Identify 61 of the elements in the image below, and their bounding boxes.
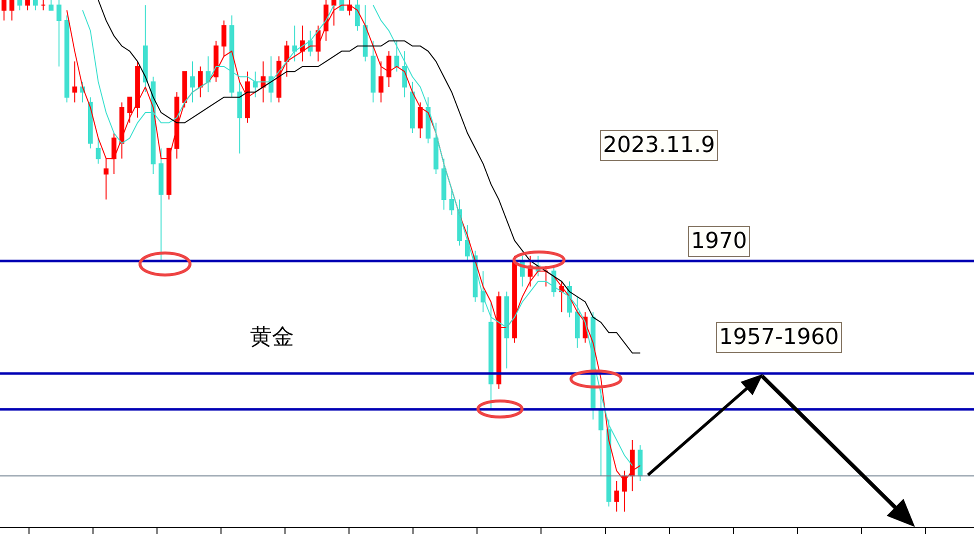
candlestick	[268, 56, 274, 103]
candlestick	[17, 0, 22, 11]
candlestick	[567, 280, 572, 318]
candlestick	[214, 40, 218, 82]
candlestick	[402, 50, 407, 98]
annotation: 2023.11.9	[603, 133, 715, 158]
candlestick	[488, 301, 494, 410]
candlestick	[292, 25, 298, 62]
candlestick	[284, 40, 290, 78]
candlestick	[127, 96, 132, 124]
candlestick	[370, 40, 376, 103]
candlestick	[158, 148, 164, 262]
candlestick	[574, 296, 580, 348]
candlestick	[222, 20, 226, 57]
candlestick	[88, 96, 93, 149]
candlestick	[559, 280, 564, 313]
candlestick	[96, 138, 101, 164]
candlestick	[441, 158, 446, 210]
text: 1957-1960	[719, 325, 839, 350]
candlestick	[362, 4, 368, 62]
candlestick	[206, 56, 211, 93]
candlestick	[245, 71, 250, 124]
candlestick	[64, 14, 70, 103]
candlestick	[9, 0, 14, 21]
candlestick	[426, 96, 431, 144]
candlestick	[464, 224, 470, 262]
candlestick	[638, 444, 643, 482]
candlestick	[252, 71, 258, 98]
annotation: 黄金	[250, 325, 294, 350]
candlestick	[449, 188, 454, 216]
candlestick	[418, 102, 423, 139]
candlestick	[142, 4, 148, 93]
candlestick	[276, 56, 282, 103]
candlestick	[33, 0, 38, 11]
candlestick	[72, 60, 78, 103]
candlestick	[135, 60, 140, 118]
candlestick	[40, 0, 46, 11]
candlestick	[25, 0, 30, 11]
candlestick	[457, 199, 462, 246]
candlestick	[260, 60, 266, 103]
candlestick	[56, 0, 62, 68]
candlestick	[386, 50, 392, 88]
text: 1970	[691, 229, 747, 254]
candlestick	[300, 25, 305, 62]
candlestick	[504, 291, 510, 369]
candlestick	[48, 0, 54, 11]
candlestick	[112, 132, 116, 174]
candlestick	[480, 270, 486, 313]
candlestick	[434, 122, 438, 174]
candlestick	[190, 60, 195, 103]
candlestick	[410, 81, 415, 134]
candlestick	[166, 148, 172, 200]
candlestick	[614, 480, 620, 512]
candlestick	[394, 40, 400, 72]
candlestick	[2, 0, 6, 21]
candlestick	[355, 0, 360, 32]
candlestick	[198, 66, 203, 98]
candlestick	[378, 60, 384, 103]
candlestick	[104, 158, 109, 200]
candlestick	[237, 81, 242, 154]
candlestick	[182, 71, 188, 108]
